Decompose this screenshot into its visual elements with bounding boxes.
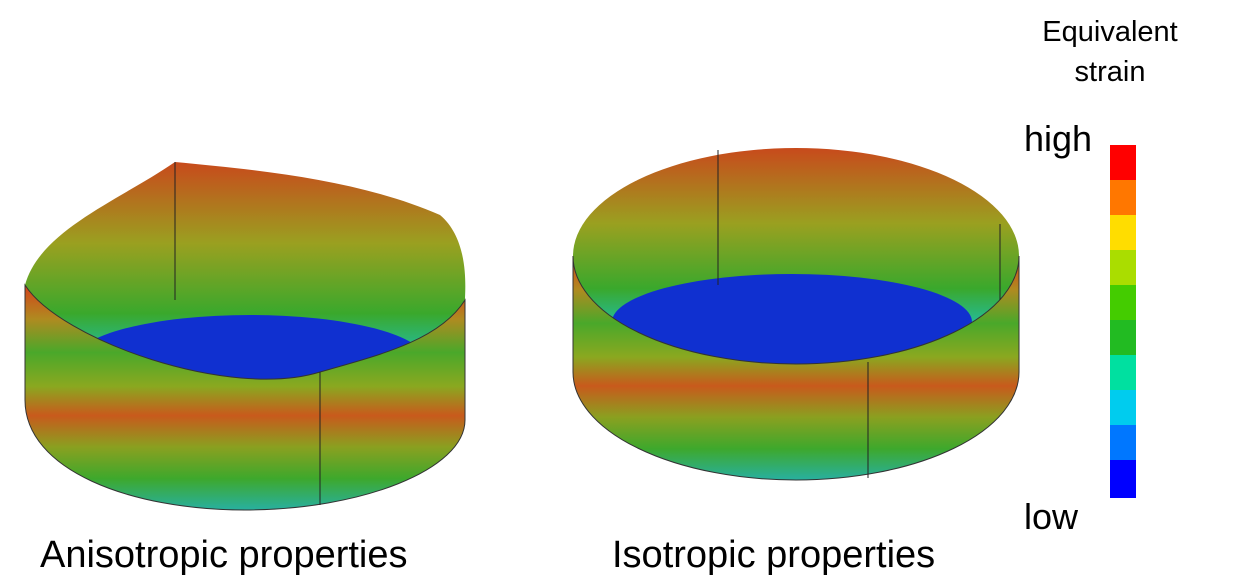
color-step: [1110, 180, 1136, 216]
color-step: [1110, 320, 1136, 356]
color-bar: [1110, 145, 1136, 498]
color-step: [1110, 390, 1136, 426]
color-step: [1110, 145, 1136, 181]
legend-low: low: [1024, 496, 1078, 538]
color-step: [1110, 460, 1136, 498]
anisotropic-cup: [25, 162, 465, 510]
color-step: [1110, 250, 1136, 286]
color-step: [1110, 285, 1136, 321]
color-step: [1110, 215, 1136, 251]
isotropic-cup: [573, 148, 1019, 480]
color-step: [1110, 355, 1136, 391]
page: Equivalent strain high low Anisotropic p…: [0, 0, 1240, 582]
legend-title: Equivalent strain: [1010, 12, 1210, 92]
color-step: [1110, 425, 1136, 461]
panel-label: Isotropic properties: [612, 534, 935, 577]
legend-high: high: [1024, 118, 1092, 160]
panel-label: Anisotropic properties: [40, 534, 408, 577]
